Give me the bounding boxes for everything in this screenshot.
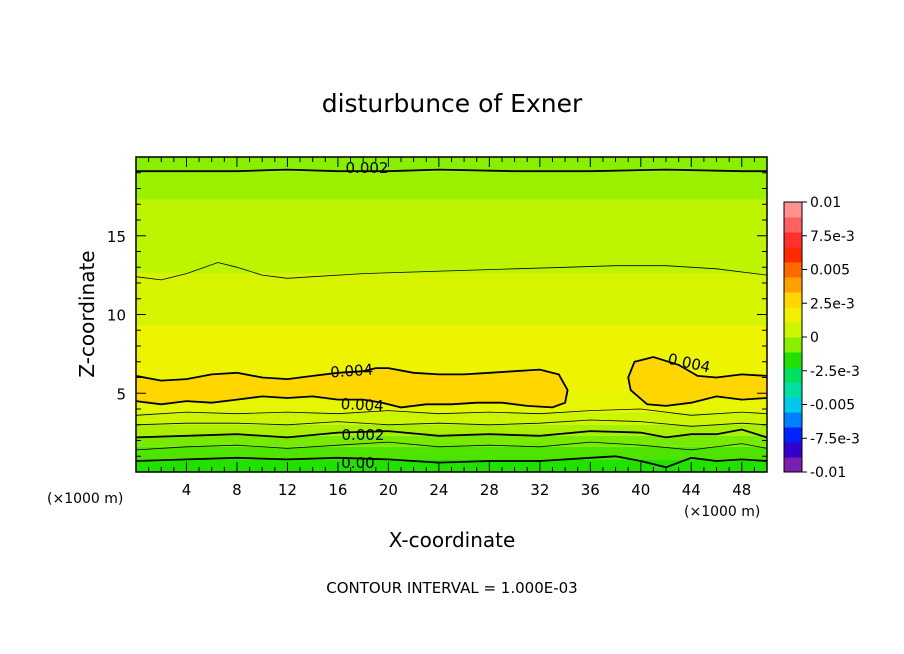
y-tick-label: 10 bbox=[107, 307, 126, 325]
contour-lines bbox=[136, 168, 767, 469]
contour-line bbox=[136, 455, 767, 469]
y-tick-label: 15 bbox=[107, 228, 126, 246]
x-tick-label: 8 bbox=[232, 481, 242, 499]
colorbar-label: 2.5e-3 bbox=[810, 296, 855, 312]
contour-interval-note: CONTOUR INTERVAL = 1.000E-03 bbox=[326, 579, 577, 597]
colorbar-swatch bbox=[784, 232, 802, 248]
colorbar-swatch bbox=[784, 277, 802, 293]
contour-line bbox=[136, 408, 767, 416]
filled-bands bbox=[136, 157, 767, 472]
colorbar-label: 0 bbox=[810, 330, 819, 346]
x-unit-left: (×1000 m) bbox=[47, 491, 123, 507]
high-value-region bbox=[136, 368, 568, 408]
x-axis-label: X-coordinate bbox=[389, 528, 516, 552]
colorbar-label: -2.5e-3 bbox=[810, 364, 860, 380]
field-band bbox=[136, 435, 767, 447]
field-band bbox=[136, 171, 767, 200]
contour-label: 0.004 bbox=[340, 395, 384, 415]
x-unit-right: (×1000 m) bbox=[684, 504, 760, 520]
plot-area bbox=[136, 157, 767, 472]
contour-label: 0.002 bbox=[346, 159, 389, 177]
colorbar-swatch bbox=[784, 367, 802, 383]
x-tick-label: 36 bbox=[581, 481, 600, 499]
colorbar-swatch bbox=[784, 427, 802, 443]
contour-line bbox=[136, 441, 767, 451]
colorbar-swatch bbox=[784, 307, 802, 323]
colorbar-label: -7.5e-3 bbox=[810, 431, 860, 447]
colorbar: 0.01 7.5e-3 0.005 2.5e-3 0 -2.5e-3 -0.005 -7.5e… bbox=[783, 195, 860, 481]
colorbar-swatch bbox=[784, 292, 802, 308]
contour-line bbox=[627, 356, 767, 407]
field-band bbox=[136, 157, 767, 172]
x-tick-label: 16 bbox=[328, 481, 347, 499]
contour-line bbox=[136, 428, 767, 439]
x-tick-label: 32 bbox=[530, 481, 549, 499]
colorbar-swatch bbox=[784, 247, 802, 263]
colorbar-swatch bbox=[784, 397, 802, 413]
colorbar-swatch bbox=[784, 442, 802, 458]
y-tick-label: 5 bbox=[116, 385, 126, 403]
field-band bbox=[136, 273, 767, 326]
colorbar-swatch bbox=[784, 337, 802, 353]
colorbar-swatch bbox=[784, 352, 802, 368]
contour-label: 0.004 bbox=[330, 361, 374, 382]
colorbar-swatch bbox=[784, 217, 802, 233]
colorbar-label: -0.005 bbox=[810, 398, 855, 414]
colorbar-swatch bbox=[784, 262, 802, 278]
x-tick-label: 44 bbox=[682, 481, 701, 499]
colorbar-swatch bbox=[784, 457, 802, 473]
high-value-region bbox=[628, 357, 767, 406]
x-tick-label: 48 bbox=[732, 481, 751, 499]
colorbar-label: 0.005 bbox=[810, 263, 850, 279]
colorbar-label: -0.01 bbox=[810, 465, 846, 481]
colorbar-swatch bbox=[784, 202, 802, 218]
colorbar-label: 7.5e-3 bbox=[810, 229, 855, 245]
field-band bbox=[136, 459, 767, 472]
x-tick-label: 24 bbox=[429, 481, 448, 499]
contour-label: 0.002 bbox=[342, 426, 385, 444]
colorbar-swatch bbox=[784, 322, 802, 338]
colorbar-swatch bbox=[784, 412, 802, 428]
x-tick-label: 28 bbox=[480, 481, 499, 499]
x-tick-label: 4 bbox=[182, 481, 192, 499]
x-tick-label: 12 bbox=[278, 481, 297, 499]
y-axis-label: Z-coordinate bbox=[75, 250, 99, 377]
x-tick-label: 40 bbox=[631, 481, 650, 499]
contour-line bbox=[136, 367, 569, 409]
field-band bbox=[136, 424, 767, 436]
contour-line bbox=[136, 419, 767, 427]
field-band bbox=[136, 199, 767, 274]
colorbar-swatch bbox=[784, 382, 802, 398]
field-band bbox=[136, 412, 767, 425]
colorbar-label: 0.01 bbox=[810, 195, 841, 211]
chart-title: disturbunce of Exner bbox=[322, 89, 583, 118]
contour-line bbox=[136, 262, 767, 281]
contour-line bbox=[136, 168, 767, 173]
contour-label: 0.00 bbox=[341, 454, 374, 472]
x-tick-label: 20 bbox=[379, 481, 398, 499]
